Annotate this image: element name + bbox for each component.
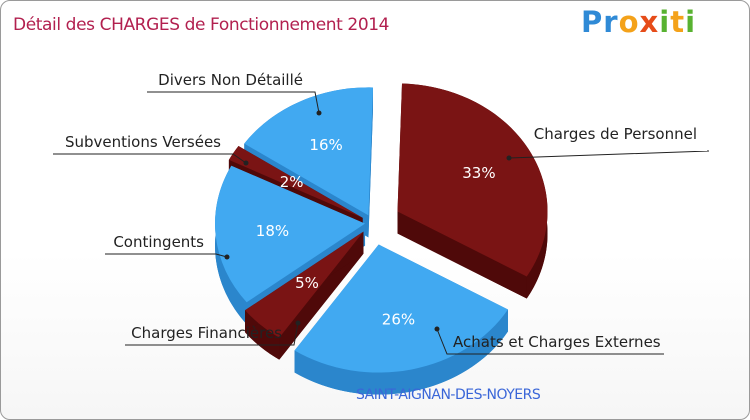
percentage-label: 16% bbox=[309, 136, 342, 154]
leader-line bbox=[53, 153, 247, 164]
leader-tip bbox=[295, 320, 301, 326]
slice-wall bbox=[294, 309, 508, 395]
slice-achats-et-charges-externes[interactable] bbox=[294, 244, 508, 395]
leader-tip bbox=[243, 160, 249, 166]
leader-line bbox=[125, 322, 299, 346]
proxiti-logo[interactable]: Proxiti bbox=[581, 5, 697, 39]
leader-line bbox=[436, 328, 664, 355]
slice-top[interactable] bbox=[215, 165, 366, 303]
slice-top[interactable] bbox=[244, 87, 373, 216]
leader-tip bbox=[506, 155, 512, 161]
percentage-label: 33% bbox=[462, 164, 495, 182]
slice-label: Charges Financières bbox=[131, 324, 282, 342]
callout-labels: Charges de Personnel Achats et Charges Ex… bbox=[53, 71, 710, 355]
slice-label: Achats et Charges Externes bbox=[453, 333, 661, 351]
percentage-label: 2% bbox=[280, 173, 304, 191]
percentage-label: 5% bbox=[295, 274, 319, 292]
slice-charges-de-personnel[interactable] bbox=[397, 83, 548, 299]
slice-label: Divers Non Détaillé bbox=[158, 71, 303, 89]
slice-top[interactable] bbox=[294, 244, 508, 373]
slice-top[interactable] bbox=[397, 83, 548, 277]
slice-label: Contingents bbox=[113, 233, 204, 251]
chart-title: Détail des CHARGES de Fonctionnement 201… bbox=[13, 15, 390, 35]
leader-tip bbox=[316, 110, 322, 116]
slice-top[interactable] bbox=[228, 146, 363, 218]
leader-line bbox=[105, 253, 228, 258]
leader-tip bbox=[224, 254, 230, 260]
commune-name: SAINT-AIGNAN-DES-NOYERS bbox=[356, 387, 541, 403]
pie-slices bbox=[215, 83, 548, 395]
percentage-label: 26% bbox=[382, 310, 415, 328]
slice-edge bbox=[397, 211, 527, 299]
slice-top[interactable] bbox=[245, 231, 364, 338]
slice-charges-financi-res[interactable] bbox=[245, 231, 364, 360]
percentage-label: 18% bbox=[256, 222, 289, 240]
slice-label: Charges de Personnel bbox=[534, 125, 697, 143]
slice-edge bbox=[368, 87, 373, 238]
leader-line bbox=[147, 91, 320, 114]
leader-tip bbox=[434, 326, 440, 332]
slice-wall bbox=[215, 165, 247, 325]
leader-line bbox=[508, 150, 710, 159]
percentage-labels: 33% 26% 5% 18% 2% 16% bbox=[256, 136, 496, 329]
slice-label: Subventions Versées bbox=[65, 133, 221, 151]
